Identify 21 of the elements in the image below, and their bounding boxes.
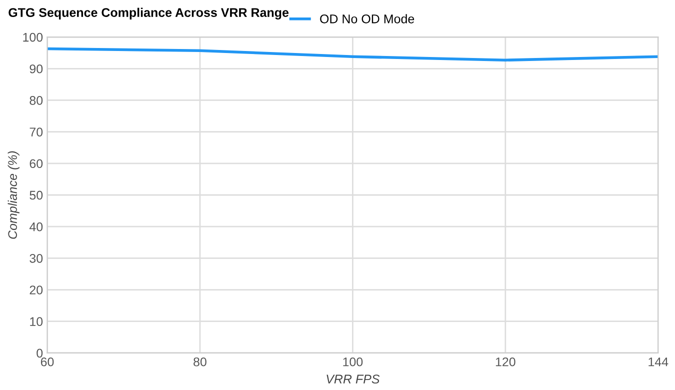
x-tick-label: 80 — [194, 357, 206, 366]
y-tick-label: 60 — [30, 159, 43, 168]
y-tick-label: 70 — [30, 128, 43, 136]
x-tick-label: 144 — [648, 358, 668, 366]
x-axis-title: VRR FPS — [326, 374, 380, 384]
y-tick-label: 100 — [23, 32, 43, 42]
y-tick-label: 0 — [36, 348, 43, 358]
x-tick-label: 120 — [496, 357, 516, 366]
y-tick-label: 30 — [30, 254, 43, 263]
x-tick-label: 100 — [343, 357, 363, 366]
line-series — [47, 47, 658, 62]
y-tick-label: 40 — [29, 222, 43, 232]
y-tick-label: 10 — [30, 317, 43, 326]
legend-label: OD No OD Mode — [320, 14, 414, 24]
y-axis-title: Compliance (%) — [8, 151, 20, 239]
x-tick-label: 60 — [40, 357, 54, 366]
y-tick-label: 80 — [30, 96, 43, 105]
y-tick-label: 50 — [30, 190, 43, 200]
y-tick-label: 90 — [30, 64, 43, 74]
y-tick-label: 20 — [30, 286, 43, 294]
chart-title: GTG Sequence Compliance Across VRR Range — [8, 8, 289, 20]
